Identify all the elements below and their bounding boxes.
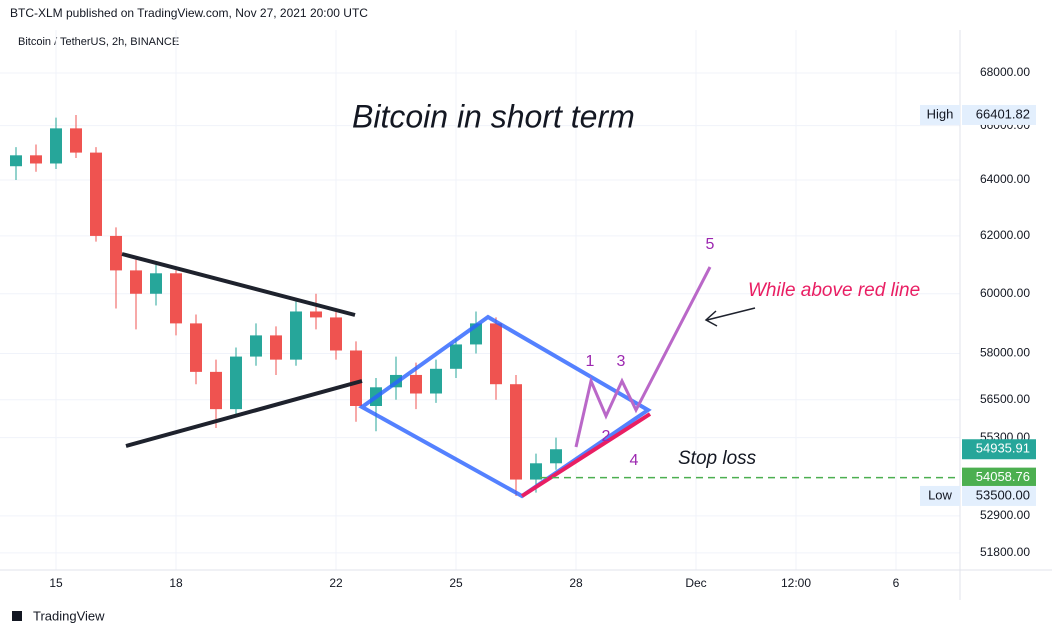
price-label-box bbox=[962, 467, 1036, 488]
candle-body bbox=[530, 463, 542, 480]
chart-title: Bitcoin in short term bbox=[352, 98, 635, 134]
candle-body bbox=[250, 335, 262, 357]
candle-body bbox=[410, 374, 422, 394]
candle-body bbox=[450, 344, 462, 369]
y-tick-label: 62000.00 bbox=[980, 228, 1030, 242]
x-tick-label: 22 bbox=[329, 576, 343, 590]
candle-body bbox=[10, 155, 22, 167]
candle-body bbox=[50, 128, 62, 164]
price-label-tag bbox=[920, 485, 960, 506]
wave-label: 5 bbox=[706, 236, 715, 253]
wave-label: 1 bbox=[586, 353, 595, 370]
candle-body bbox=[550, 449, 562, 464]
price-label: 53500.00 bbox=[976, 487, 1030, 502]
wave-path bbox=[574, 266, 712, 448]
candle-body bbox=[30, 155, 42, 164]
price-label: 54935.91 bbox=[976, 441, 1030, 456]
x-tick-label: 25 bbox=[449, 576, 463, 590]
candle-body bbox=[190, 323, 202, 372]
red-line bbox=[520, 412, 652, 498]
arrow bbox=[706, 307, 756, 321]
y-tick-label: 68000.00 bbox=[980, 65, 1030, 79]
y-tick-label: 51800.00 bbox=[980, 545, 1030, 559]
price-label-name: High bbox=[927, 106, 954, 121]
candle-body bbox=[70, 128, 82, 153]
logo bbox=[12, 611, 22, 621]
candle-body bbox=[430, 368, 442, 394]
x-tick-label: Dec bbox=[685, 576, 706, 590]
candle-body bbox=[150, 273, 162, 294]
candle-body bbox=[170, 273, 182, 324]
x-tick-label: 15 bbox=[49, 576, 63, 590]
price-label-name: Low bbox=[928, 487, 952, 502]
price-label-box bbox=[962, 439, 1036, 460]
candle-body bbox=[490, 323, 502, 385]
published: BTC-XLM published on TradingView.com, No… bbox=[10, 6, 368, 20]
x-tick-label: 28 bbox=[569, 576, 583, 590]
trendline bbox=[125, 379, 363, 448]
y-tick-label: 64000.00 bbox=[980, 172, 1030, 186]
candle-body bbox=[330, 317, 342, 351]
y-tick-label: 56500.00 bbox=[980, 392, 1030, 406]
x-tick-label: 18 bbox=[169, 576, 183, 590]
annotation: Stop loss bbox=[678, 448, 757, 469]
price-label-tag bbox=[920, 104, 960, 125]
wave-label: 4 bbox=[630, 452, 639, 469]
candle-body bbox=[90, 152, 102, 236]
price-label-box bbox=[962, 485, 1036, 506]
candle-body bbox=[510, 384, 522, 480]
trendline bbox=[121, 252, 356, 317]
candle-body bbox=[270, 335, 282, 360]
candle-body bbox=[210, 371, 222, 410]
brand: TradingView bbox=[33, 608, 105, 623]
y-tick-label: 60000.00 bbox=[980, 286, 1030, 300]
annotation: While above red line bbox=[748, 280, 920, 301]
x-tick-label: 12:00 bbox=[781, 576, 811, 590]
wave-label: 3 bbox=[617, 353, 626, 370]
symbol: Bitcoin / TetherUS, 2h, BINANCE bbox=[18, 36, 179, 48]
channel bbox=[358, 314, 652, 499]
candle-body bbox=[310, 311, 322, 318]
y-tick-label: 52900.00 bbox=[980, 508, 1030, 522]
y-tick-label: 58000.00 bbox=[980, 346, 1030, 360]
candle-body bbox=[230, 356, 242, 410]
price-label-box bbox=[962, 104, 1036, 125]
candle-body bbox=[130, 270, 142, 294]
candle-body bbox=[290, 311, 302, 360]
candle-body bbox=[350, 350, 362, 406]
price-label: 66401.82 bbox=[976, 106, 1030, 121]
wave-label: 2 bbox=[602, 428, 611, 445]
price-label: 54058.76 bbox=[976, 469, 1030, 484]
x-tick-label: 6 bbox=[893, 576, 900, 590]
candle-body bbox=[110, 235, 122, 271]
arrow-head bbox=[704, 310, 718, 327]
